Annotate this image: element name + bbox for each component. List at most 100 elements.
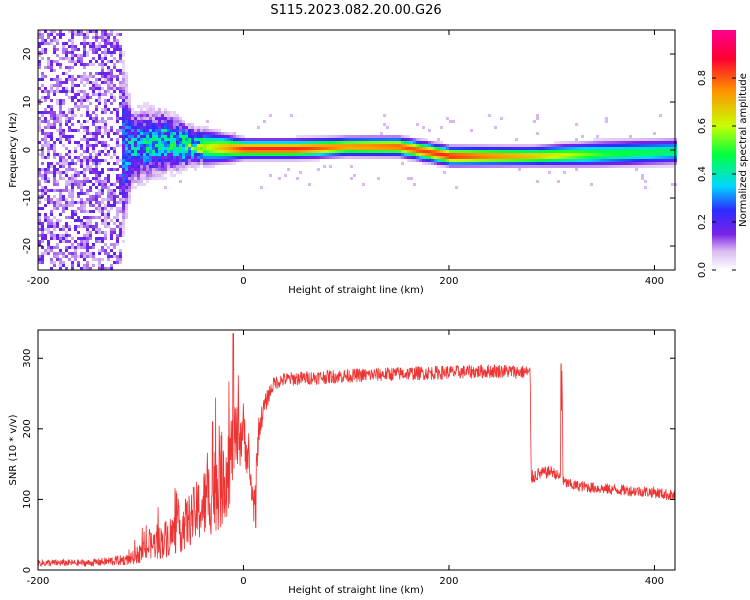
- heatmap-cell: [419, 138, 422, 141]
- heatmap-cell: [86, 150, 89, 153]
- heatmap-cell: [86, 156, 89, 159]
- heatmap-cell: [233, 153, 236, 156]
- heatmap-cell: [359, 141, 362, 144]
- heatmap-cell: [116, 138, 119, 141]
- heatmap-cell: [65, 180, 68, 183]
- heatmap-cell: [110, 147, 113, 150]
- heatmap-cell: [68, 204, 71, 207]
- heatmap-cell: [263, 141, 266, 144]
- heatmap-cell: [176, 129, 179, 132]
- heatmap-cell: [38, 66, 41, 69]
- heatmap-cell: [62, 48, 65, 51]
- heatmap-cell: [650, 159, 653, 162]
- heatmap-cell: [47, 96, 50, 99]
- heatmap-cell: [455, 144, 458, 147]
- heatmap-cell: [104, 36, 107, 39]
- heatmap-cell: [89, 180, 92, 183]
- heatmap-cell: [95, 192, 98, 195]
- y-tick-label: 10: [22, 96, 33, 109]
- heatmap-cell: [125, 198, 128, 201]
- heatmap-cell: [644, 153, 647, 156]
- heatmap-cell: [200, 150, 203, 153]
- heatmap-cell: [47, 243, 50, 246]
- heatmap-cell: [638, 159, 641, 162]
- heatmap-cell: [137, 168, 140, 171]
- heatmap-cell: [626, 138, 629, 141]
- heatmap-cell: [56, 33, 59, 36]
- heatmap-cell: [212, 153, 215, 156]
- heatmap-cell: [644, 186, 647, 189]
- heatmap-cell: [245, 156, 248, 159]
- heatmap-cell: [71, 129, 74, 132]
- heatmap-cell: [233, 147, 236, 150]
- heatmap-cell: [41, 42, 44, 45]
- heatmap-cell: [386, 126, 389, 129]
- heatmap-cell: [74, 54, 77, 57]
- heatmap-cell: [443, 171, 446, 174]
- heatmap-cell: [524, 144, 527, 147]
- heatmap-cell: [107, 222, 110, 225]
- heatmap-cell: [149, 141, 152, 144]
- heatmap-cell: [56, 207, 59, 210]
- heatmap-cell: [200, 141, 203, 144]
- heatmap-cell: [53, 171, 56, 174]
- heatmap-cell: [464, 150, 467, 153]
- heatmap-cell: [191, 165, 194, 168]
- heatmap-cell: [122, 189, 125, 192]
- heatmap-cell: [521, 159, 524, 162]
- heatmap-cell: [191, 132, 194, 135]
- heatmap-cell: [71, 255, 74, 258]
- heatmap-cell: [272, 141, 275, 144]
- heatmap-cell: [62, 165, 65, 168]
- heatmap-cell: [131, 126, 134, 129]
- heatmap-cell: [50, 60, 53, 63]
- heatmap-cell: [62, 195, 65, 198]
- heatmap-cell: [107, 258, 110, 261]
- heatmap-cell: [92, 135, 95, 138]
- heatmap-cell: [65, 207, 68, 210]
- heatmap-cell: [95, 171, 98, 174]
- heatmap-cell: [584, 144, 587, 147]
- heatmap-cell: [80, 159, 83, 162]
- heatmap-cell: [470, 153, 473, 156]
- heatmap-cell: [353, 138, 356, 141]
- heatmap-cell: [263, 147, 266, 150]
- heatmap-cell: [314, 141, 317, 144]
- heatmap-cell: [44, 90, 47, 93]
- heatmap-cell: [50, 66, 53, 69]
- heatmap-cell: [71, 180, 74, 183]
- heatmap-cell: [587, 162, 590, 165]
- heatmap-cell: [47, 36, 50, 39]
- heatmap-cell: [134, 126, 137, 129]
- heatmap-cell: [491, 147, 494, 150]
- heatmap-cell: [101, 57, 104, 60]
- heatmap-cell: [380, 135, 383, 138]
- heatmap-cell: [101, 240, 104, 243]
- heatmap-cell: [470, 162, 473, 165]
- heatmap-cell: [122, 195, 125, 198]
- heatmap-cell: [110, 129, 113, 132]
- heatmap-cell: [386, 135, 389, 138]
- heatmap-cell: [77, 255, 80, 258]
- heatmap-cell: [623, 144, 626, 147]
- heatmap-cell: [83, 177, 86, 180]
- heatmap-cell: [413, 147, 416, 150]
- heatmap-cell: [491, 150, 494, 153]
- heatmap-cell: [269, 147, 272, 150]
- heatmap-cell: [281, 153, 284, 156]
- heatmap-cell: [47, 249, 50, 252]
- y-tick-label: 200: [22, 419, 33, 438]
- heatmap-cell: [101, 192, 104, 195]
- heatmap-cell: [80, 201, 83, 204]
- heatmap-cell: [125, 96, 128, 99]
- heatmap-cell: [116, 87, 119, 90]
- heatmap-cell: [83, 150, 86, 153]
- heatmap-cell: [50, 114, 53, 117]
- heatmap-cell: [68, 126, 71, 129]
- heatmap-cell: [188, 138, 191, 141]
- heatmap-cell: [86, 240, 89, 243]
- y-tick-label: 0: [22, 147, 33, 153]
- heatmap-cell: [233, 162, 236, 165]
- heatmap-cell: [41, 207, 44, 210]
- heatmap-cell: [383, 150, 386, 153]
